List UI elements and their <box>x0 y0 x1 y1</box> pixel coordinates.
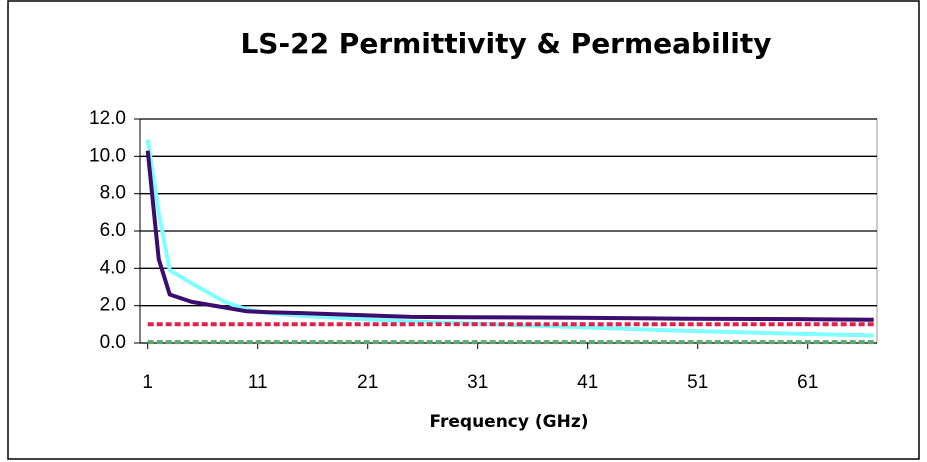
y-tick-label: 12.0 <box>89 108 126 129</box>
x-tick-label: 31 <box>467 372 488 393</box>
y-tick-label: 4.0 <box>100 257 126 278</box>
x-tick-label: 21 <box>357 372 378 393</box>
y-tick-label: 6.0 <box>100 220 126 241</box>
x-tick-label: 61 <box>797 372 818 393</box>
y-tick-label: 2.0 <box>100 295 126 316</box>
x-tick-label: 41 <box>577 372 598 393</box>
chart-title: LS-22 Permittivity & Permeability <box>240 27 771 60</box>
series-line <box>145 150 874 322</box>
series-line <box>145 139 874 338</box>
y-tick-label: 8.0 <box>100 183 126 204</box>
x-tick-label: 1 <box>142 372 153 393</box>
y-tick-label: 10.0 <box>89 145 126 166</box>
x-axis-title: Frequency (GHz) <box>429 412 588 432</box>
x-tick-label: 51 <box>687 372 708 393</box>
y-tick-label: 0.0 <box>100 332 126 353</box>
x-tick-label: 11 <box>248 372 268 393</box>
